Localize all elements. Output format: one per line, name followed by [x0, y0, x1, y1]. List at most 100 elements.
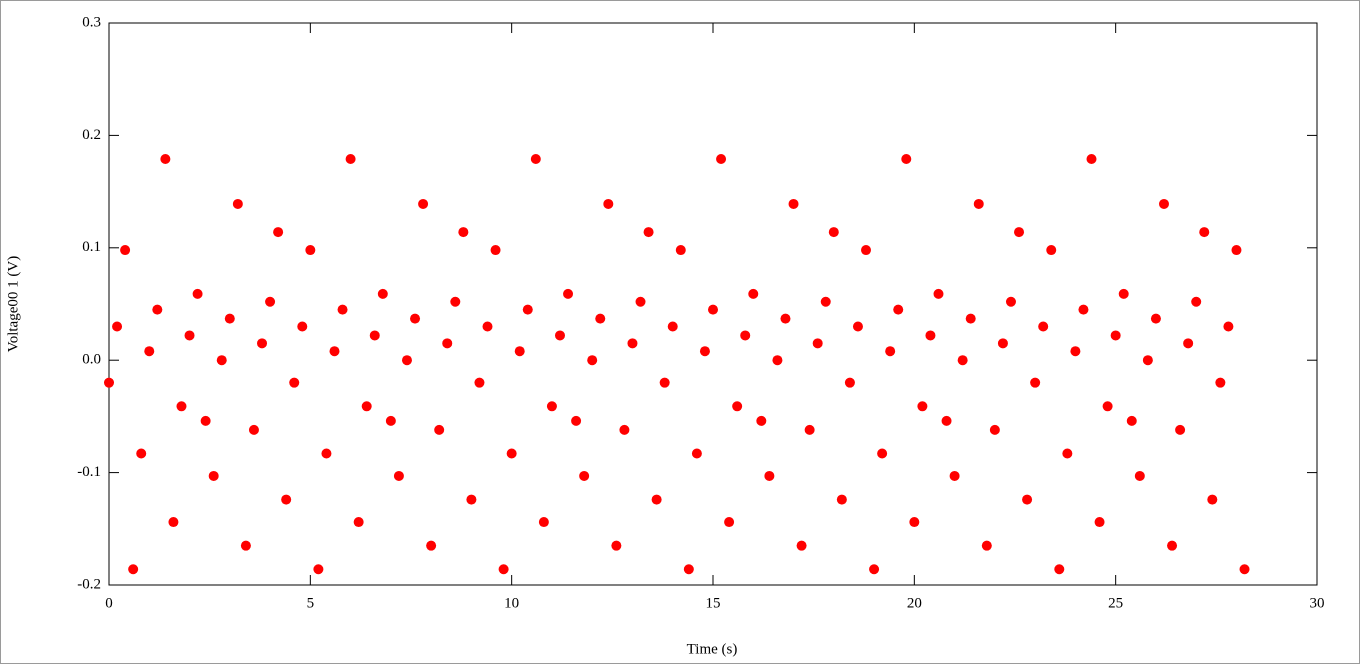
- x-tick-label: 10: [504, 595, 519, 611]
- data-point: [401, 355, 412, 366]
- data-point: [248, 424, 259, 435]
- data-point: [176, 401, 187, 412]
- data-point: [232, 198, 243, 209]
- data-point: [571, 415, 582, 426]
- data-point: [224, 313, 235, 324]
- data-point: [1223, 321, 1234, 332]
- data-point: [393, 470, 404, 481]
- data-point: [1126, 415, 1137, 426]
- data-point: [732, 401, 743, 412]
- data-point: [603, 198, 614, 209]
- data-point: [361, 401, 372, 412]
- data-point: [546, 401, 557, 412]
- data-point: [104, 377, 114, 388]
- x-tick-label: 30: [1310, 595, 1325, 611]
- data-point: [1102, 401, 1113, 412]
- data-point: [611, 540, 622, 551]
- data-point: [112, 321, 123, 332]
- data-point: [933, 288, 944, 299]
- data-point: [1118, 288, 1129, 299]
- data-point: [450, 296, 461, 307]
- data-point: [1110, 330, 1121, 341]
- data-point: [337, 304, 348, 315]
- x-tick-label: 15: [706, 595, 721, 611]
- data-point: [941, 415, 952, 426]
- data-point: [514, 346, 525, 357]
- data-point: [466, 494, 477, 505]
- data-point: [345, 154, 356, 165]
- data-point: [200, 415, 211, 426]
- x-tick-label: 20: [907, 595, 922, 611]
- data-point: [965, 313, 976, 324]
- data-point: [949, 470, 960, 481]
- y-tick-label: -0.1: [77, 464, 101, 480]
- data-point: [1175, 424, 1186, 435]
- data-point: [973, 198, 984, 209]
- data-point: [1054, 564, 1065, 575]
- data-point: [1183, 338, 1194, 349]
- data-point: [579, 470, 590, 481]
- data-point: [764, 470, 775, 481]
- y-tick-label: 0.1: [82, 239, 101, 255]
- data-point: [1014, 227, 1025, 238]
- data-point: [1070, 346, 1081, 357]
- data-point: [917, 401, 928, 412]
- data-point: [643, 227, 654, 238]
- data-point: [1199, 227, 1210, 238]
- data-point: [1142, 355, 1153, 366]
- data-point: [434, 424, 445, 435]
- data-point: [265, 296, 276, 307]
- data-point: [683, 564, 694, 575]
- data-point: [482, 321, 493, 332]
- data-point: [329, 346, 340, 357]
- data-point: [893, 304, 904, 315]
- data-point: [530, 154, 541, 165]
- data-point: [426, 540, 437, 551]
- data-point: [554, 330, 565, 341]
- data-point: [587, 355, 598, 366]
- data-point: [538, 517, 549, 528]
- data-point: [957, 355, 968, 366]
- data-point: [812, 338, 823, 349]
- data-point: [208, 470, 219, 481]
- data-point: [901, 154, 912, 165]
- data-point: [836, 494, 847, 505]
- data-point: [216, 355, 227, 366]
- data-point: [353, 517, 364, 528]
- data-point: [748, 288, 759, 299]
- x-axis-label: Time (s): [687, 641, 738, 657]
- data-point: [852, 321, 863, 332]
- data-point: [321, 448, 332, 459]
- data-point: [756, 415, 767, 426]
- data-point: [1078, 304, 1089, 315]
- data-point: [522, 304, 533, 315]
- data-point: [1046, 245, 1057, 256]
- data-point: [595, 313, 606, 324]
- data-point: [136, 448, 147, 459]
- data-point: [804, 424, 815, 435]
- data-point: [869, 564, 880, 575]
- data-point: [675, 245, 686, 256]
- data-point: [257, 338, 268, 349]
- data-point: [1167, 540, 1178, 551]
- data-point: [1062, 448, 1073, 459]
- data-point: [458, 227, 469, 238]
- data-point: [796, 540, 807, 551]
- data-point: [708, 304, 718, 315]
- data-point: [635, 296, 646, 307]
- data-point: [1231, 245, 1242, 256]
- data-point: [861, 245, 872, 256]
- data-point: [128, 564, 139, 575]
- data-point: [716, 154, 727, 165]
- data-point: [885, 346, 896, 357]
- x-tick-label: 0: [105, 595, 113, 611]
- data-point: [1086, 154, 1097, 165]
- data-point: [1158, 198, 1169, 209]
- data-point: [168, 517, 179, 528]
- y-tick-label: 0.2: [82, 127, 101, 143]
- data-point: [699, 346, 710, 357]
- data-point: [909, 517, 920, 528]
